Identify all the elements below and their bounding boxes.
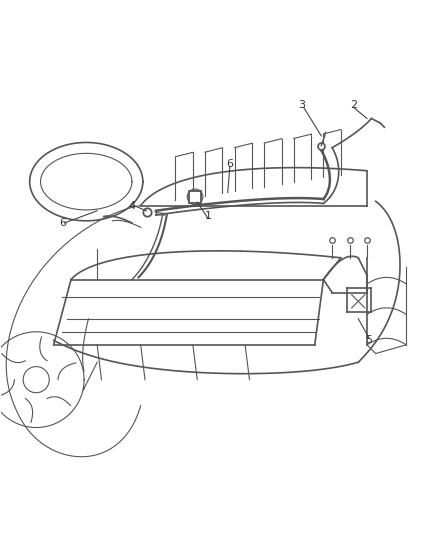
Text: 3: 3 [298, 100, 305, 110]
Text: 5: 5 [366, 335, 373, 345]
Text: 4: 4 [128, 200, 135, 211]
Text: 2: 2 [350, 100, 357, 110]
Text: 1: 1 [205, 212, 212, 221]
Text: 6: 6 [226, 159, 233, 169]
Text: 6: 6 [59, 218, 66, 228]
